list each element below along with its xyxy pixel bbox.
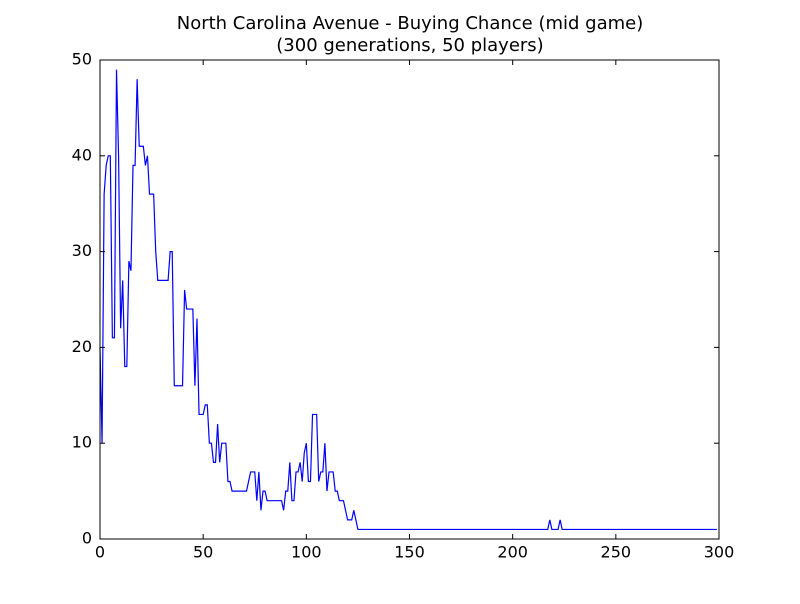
x-tick-label: 300	[704, 543, 735, 562]
x-tick-label: 50	[193, 543, 213, 562]
chart-subtitle: (300 generations, 50 players)	[276, 35, 543, 56]
x-tick-label: 100	[291, 543, 322, 562]
chart-title: North Carolina Avenue - Buying Chance (m…	[177, 13, 644, 34]
data-line	[99, 69, 717, 531]
y-tick-label: 40	[72, 145, 92, 164]
y-tick-label: 20	[72, 337, 92, 356]
plot-frame	[99, 59, 720, 540]
y-tick-label: 50	[72, 50, 92, 69]
x-tick-label: 250	[601, 543, 632, 562]
y-tick-label: 30	[72, 241, 92, 260]
y-tick-label: 0	[82, 529, 92, 548]
x-tick-label: 200	[497, 543, 528, 562]
x-tick-label: 0	[95, 543, 105, 562]
x-tick-label: 150	[394, 543, 425, 562]
y-tick-label: 10	[72, 433, 92, 452]
